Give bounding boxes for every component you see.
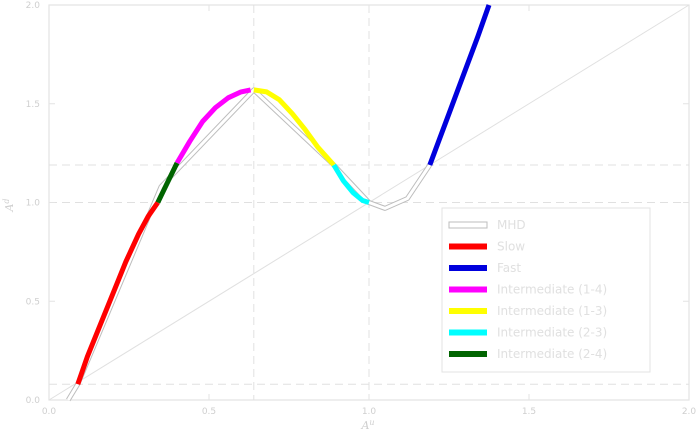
legend-label-intermediate-2-3: Intermediate (2-3) xyxy=(497,326,607,340)
series-intermediate-1-3-line xyxy=(253,87,336,167)
legend: MHD Slow Fast Intermediate (1-4) Intermediat… xyxy=(441,207,651,373)
legend-label-fast: Fast xyxy=(497,261,521,275)
series-layer xyxy=(66,4,492,402)
y-tick-label: 0.0 xyxy=(26,396,41,406)
legend-label-intermediate-1-3: Intermediate (1-3) xyxy=(497,304,607,318)
series-mhd-outline xyxy=(66,87,432,402)
legend-label-mhd: MHD xyxy=(497,218,526,232)
x-tick-label: 0.5 xyxy=(202,407,216,417)
ticks-layer: 0.0 0.5 1.0 1.5 2.0 0.0 0.5 1.0 1.5 2.0 xyxy=(26,1,697,417)
legend-label-intermediate-1-4: Intermediate (1-4) xyxy=(497,283,607,297)
series-fast-line xyxy=(427,4,492,166)
series-mhd-line xyxy=(66,88,432,401)
x-tick-label: 1.0 xyxy=(362,407,377,417)
series-intermediate-2-4-line xyxy=(155,161,180,204)
x-axis-label: Au xyxy=(360,418,374,432)
y-axis-label-main: A xyxy=(3,204,16,213)
x-axis-label-sub: u xyxy=(369,418,374,427)
y-tick-label: 1.5 xyxy=(26,100,40,110)
series-intermediate-1-4-line xyxy=(174,87,252,165)
legend-label-intermediate-2-4: Intermediate (2-4) xyxy=(497,347,607,361)
y-tick-label: 2.0 xyxy=(26,1,41,11)
y-tick-label: 0.5 xyxy=(26,297,40,307)
legend-label-slow: Slow xyxy=(497,240,525,254)
x-tick-label: 2.0 xyxy=(682,407,697,417)
x-tick-label: 1.5 xyxy=(522,407,536,417)
x-axis-label-main: A xyxy=(360,419,369,432)
series-slow-line xyxy=(75,201,160,386)
y-axis-label-sub: d xyxy=(2,198,11,203)
y-tick-label: 1.0 xyxy=(26,199,41,209)
legend-swatch-mhd xyxy=(448,221,488,229)
y-axis-label: Ad xyxy=(2,198,16,212)
series-intermediate-2-3-line xyxy=(331,163,370,205)
x-tick-label: 0.0 xyxy=(42,407,57,417)
